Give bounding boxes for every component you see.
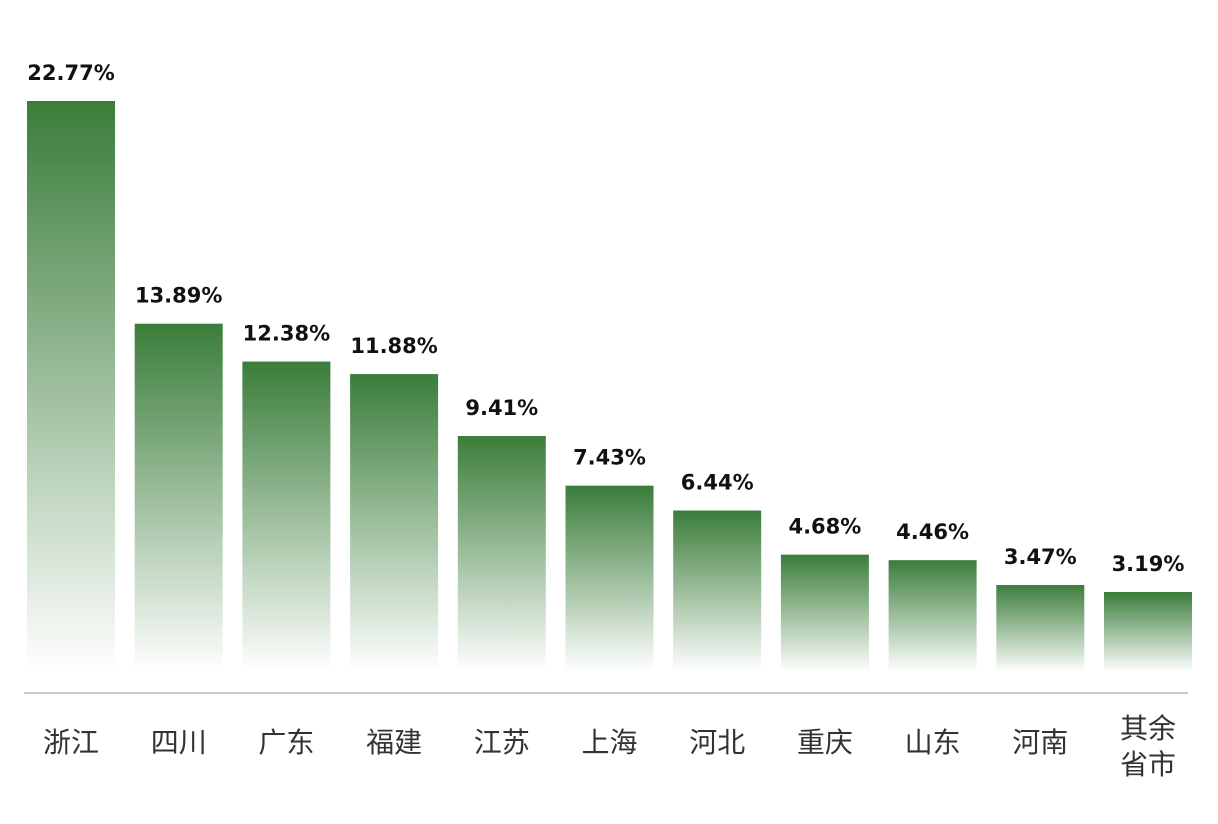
category-label-9: 河南 (1012, 726, 1068, 759)
value-labels-group: 22.77% 13.89% 12.38% 11.88% 9.41% 7.43% 6.44% 4… (27, 61, 1184, 576)
category-label-6: 河北 (689, 726, 745, 759)
category-label-1: 四川 (151, 726, 207, 759)
bar-7 (780, 554, 869, 672)
bar-3 (350, 374, 439, 672)
value-label-1: 13.89% (135, 284, 222, 308)
value-label-0: 22.77% (27, 61, 114, 85)
bar-2 (242, 361, 331, 672)
category-label-4: 江苏 (474, 726, 530, 759)
bar-0 (27, 101, 115, 672)
category-label-8: 山东 (905, 726, 961, 759)
bars-group (27, 101, 1192, 672)
bar-5 (565, 485, 654, 672)
value-label-9: 3.47% (1004, 545, 1077, 569)
bar-6 (673, 510, 762, 672)
value-label-5: 7.43% (573, 446, 646, 470)
value-label-2: 12.38% (243, 322, 330, 346)
value-label-8: 4.46% (896, 520, 969, 544)
bar-9 (996, 584, 1085, 672)
value-label-4: 9.41% (465, 396, 538, 420)
value-label-6: 6.44% (681, 471, 754, 495)
bar-8 (888, 560, 977, 672)
bar-10 (1104, 592, 1192, 672)
category-label-2: 广东 (258, 726, 314, 759)
category-label-3: 福建 (366, 726, 422, 759)
bar-1 (134, 323, 223, 672)
value-label-7: 4.68% (788, 515, 861, 539)
bar-4 (457, 436, 546, 672)
category-labels-group: 浙江 四川 广东 福建 江苏 上海 河北 重庆 山东 河南 其余省市 (43, 712, 1176, 781)
value-label-3: 11.88% (350, 334, 437, 358)
category-label-10: 其余省市 (1120, 712, 1176, 781)
category-label-7: 重庆 (797, 726, 853, 759)
category-label-0: 浙江 (43, 726, 99, 759)
value-label-10: 3.19% (1112, 552, 1185, 576)
category-label-5: 上海 (581, 726, 637, 759)
